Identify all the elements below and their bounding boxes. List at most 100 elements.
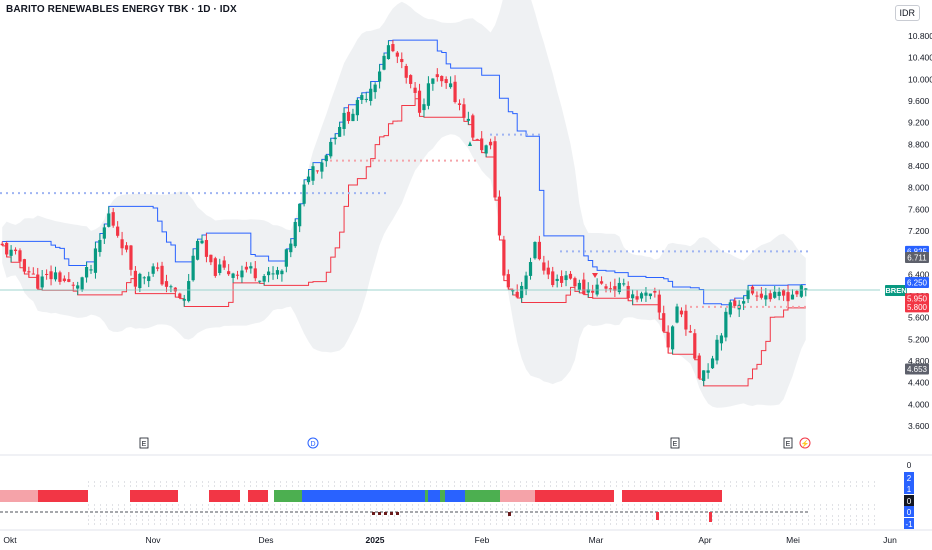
candle (417, 83, 422, 117)
candle (71, 282, 75, 292)
candle-body (58, 272, 62, 282)
candle-body (764, 295, 768, 300)
ticker-tag-box (885, 284, 907, 296)
candle-body (18, 250, 22, 262)
candle (449, 76, 453, 89)
candle (622, 278, 626, 287)
candle (116, 221, 120, 238)
candle (591, 284, 595, 299)
candle-body (262, 276, 266, 282)
candle-body (582, 279, 586, 295)
candle (786, 284, 790, 308)
trend-segment (38, 490, 88, 502)
candle-body (404, 65, 408, 78)
candle-body (275, 270, 280, 275)
candle-body (253, 268, 257, 279)
lower-axis-tag-box (904, 495, 914, 506)
candle (764, 288, 768, 306)
candle-body (608, 288, 613, 290)
candle (62, 275, 66, 283)
candle (391, 40, 395, 53)
candle-body (804, 288, 808, 290)
candle (142, 276, 146, 285)
candle (662, 305, 666, 333)
candle (604, 283, 608, 293)
candle (27, 266, 31, 278)
candle-body (342, 112, 346, 129)
candle (648, 293, 652, 300)
candle (431, 78, 435, 91)
trend-segment (622, 490, 722, 502)
candle-body (604, 286, 608, 289)
candle (40, 269, 44, 291)
candle-body (515, 291, 519, 298)
candle (147, 271, 151, 288)
candle (577, 279, 581, 293)
candle (497, 190, 502, 241)
candle (706, 363, 710, 379)
candle-body (93, 248, 98, 273)
x-axis-tick-label: Des (258, 535, 273, 545)
candle-body (377, 71, 382, 82)
candle-body (670, 326, 675, 350)
candle (80, 276, 84, 292)
candle-body (187, 281, 191, 302)
candle-body (124, 245, 129, 250)
x-axis-tick-label: Jun (883, 535, 897, 545)
candle-body (697, 355, 701, 379)
candle (560, 270, 564, 288)
candle (84, 261, 89, 283)
candle-body (631, 294, 635, 299)
candle-body (364, 98, 368, 100)
candle (120, 231, 124, 256)
candle-body (191, 255, 195, 281)
candle-body (555, 278, 559, 281)
candle-body (395, 52, 399, 57)
candle (306, 169, 311, 185)
candle (266, 266, 271, 283)
candle (404, 63, 408, 84)
candle (400, 52, 404, 69)
candle-body (249, 266, 253, 269)
trend-segment (500, 490, 535, 502)
candle-body (488, 141, 493, 146)
candle-body (773, 291, 777, 298)
price-tag-box (905, 276, 929, 288)
trend-segment (209, 490, 240, 502)
candle-body (595, 284, 599, 295)
candle (284, 248, 288, 273)
candle (693, 329, 697, 360)
y-axis: 10.800 10.400 10.000 9.600 9.200 8.800 8.400 8.… (880, 0, 932, 455)
candle-body (511, 290, 515, 292)
candle-body (542, 262, 546, 271)
price-tag-box (905, 251, 929, 263)
candle-body (76, 285, 80, 289)
candle-body (84, 267, 89, 278)
candle-body (635, 296, 639, 300)
candle (426, 76, 431, 110)
candle-body (639, 293, 644, 299)
candle (626, 281, 630, 301)
candle-body (520, 285, 524, 298)
candle (733, 298, 737, 309)
candle-body (799, 285, 803, 297)
candle-body (244, 266, 248, 270)
lower-channel-line (2, 98, 806, 387)
candle-body (240, 270, 244, 278)
candle-body (577, 282, 581, 290)
candle-body (338, 126, 342, 137)
candle (533, 241, 537, 260)
x-axis-tick-label: Feb (475, 535, 490, 545)
candle-body (360, 95, 364, 100)
currency-button[interactable]: IDR (894, 5, 920, 21)
candle-body (413, 87, 417, 93)
candle (93, 241, 98, 279)
candle (302, 179, 306, 207)
candle-body (453, 81, 457, 103)
y-axis-tick-label: 3.600 (908, 421, 930, 431)
candle-body (493, 141, 497, 198)
candle (49, 265, 53, 286)
candle-body (5, 242, 9, 255)
y-axis-tick-label: 10.400 (908, 53, 932, 63)
